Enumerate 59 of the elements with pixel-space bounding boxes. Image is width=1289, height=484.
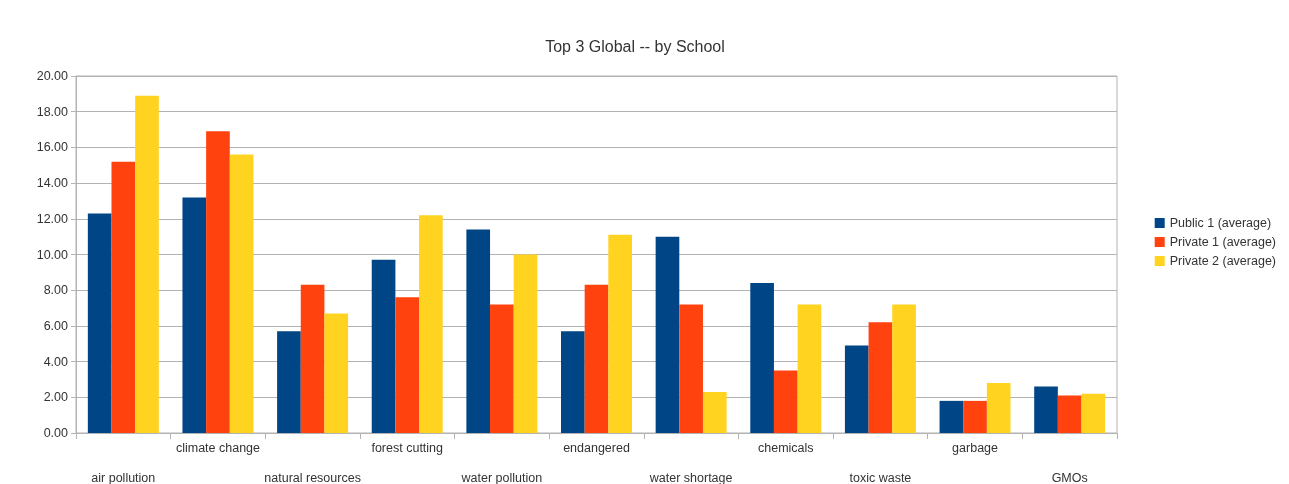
bar [395, 297, 420, 433]
x-tick-label: GMOs [1051, 470, 1088, 484]
y-tick-label: 8.00 [43, 283, 69, 298]
y-tick-label: 10.00 [36, 247, 69, 262]
x-tick-label: natural resources [264, 470, 361, 484]
x-tick-label: climate change [175, 440, 261, 455]
y-tick-label: 20.00 [36, 69, 69, 83]
bar [371, 259, 396, 433]
bar [277, 331, 301, 433]
bar [892, 304, 916, 433]
y-tick-label: 18.00 [36, 104, 69, 119]
bar [419, 215, 443, 433]
y-tick-label: 2.00 [43, 390, 69, 405]
x-tick-label: water pollution [460, 470, 543, 484]
bar [300, 284, 325, 433]
y-tick-label: 4.00 [43, 354, 69, 369]
y-tick-label: 12.00 [36, 211, 69, 226]
bar [561, 331, 585, 433]
x-tick-label: forest cutting [371, 440, 444, 455]
bar [111, 161, 136, 433]
chart-title: Top 3 Global -- by School [545, 37, 725, 55]
bar [1034, 386, 1058, 433]
bar [655, 236, 680, 433]
x-tick-label: garbage [952, 440, 999, 455]
x-tick-label: endangered [563, 440, 630, 455]
bar [1081, 393, 1106, 433]
legend-label: Private 2 (average) [1169, 254, 1277, 268]
x-tick-label: toxic waste [849, 470, 912, 484]
y-tick-label: 14.00 [36, 176, 69, 191]
bar [868, 322, 893, 433]
legend-label: Public 1 (average) [1169, 216, 1272, 230]
bar [963, 400, 987, 433]
bar [206, 131, 230, 433]
x-tick-label: chemicals [757, 440, 814, 455]
bar [750, 283, 774, 433]
x-tick-label: air pollution [91, 470, 156, 484]
bar [324, 313, 349, 433]
bar [87, 213, 112, 433]
bar [513, 254, 538, 433]
legend-label: Private 1 (average) [1169, 235, 1277, 249]
bar [844, 345, 869, 433]
bar [797, 304, 822, 433]
bar [702, 391, 727, 433]
bar [135, 95, 159, 433]
y-tick-label: 16.00 [36, 140, 69, 155]
bar [986, 383, 1011, 433]
bar [679, 304, 703, 433]
bar [1057, 395, 1082, 433]
y-tick-label: 6.00 [43, 318, 69, 333]
bar [773, 370, 798, 433]
x-tick-label: water shortage [648, 470, 733, 484]
bar [182, 197, 207, 433]
bar [466, 229, 491, 433]
bar [584, 284, 609, 433]
bar [608, 234, 632, 433]
bar [229, 154, 254, 433]
bar [939, 400, 964, 433]
y-tick-label: 0.00 [43, 426, 69, 440]
bar [490, 304, 514, 433]
